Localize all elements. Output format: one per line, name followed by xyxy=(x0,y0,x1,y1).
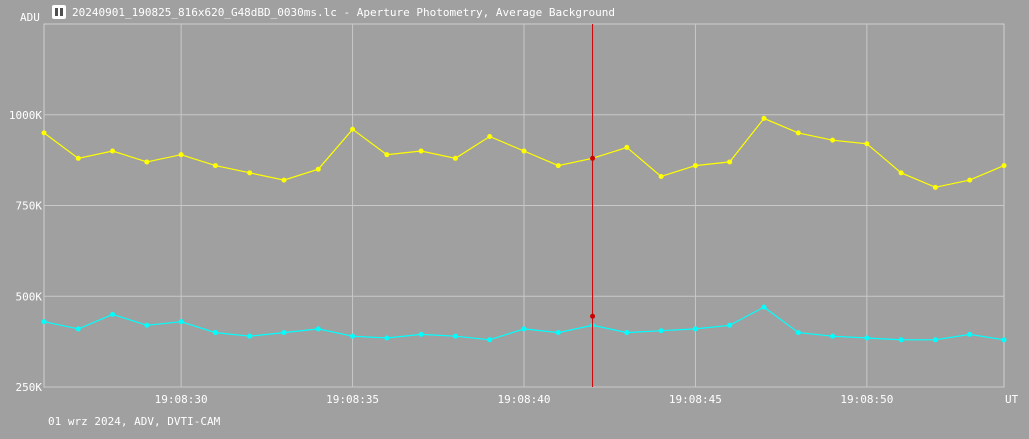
series-1-point xyxy=(281,177,287,183)
series-1-point xyxy=(555,163,561,169)
series-1-point xyxy=(864,141,870,147)
series-2-point xyxy=(658,328,664,334)
series-1-point xyxy=(898,170,904,176)
series-2-point xyxy=(247,333,253,339)
y-tick-label: 500K xyxy=(16,290,43,303)
series-2-point xyxy=(41,319,47,325)
series-1-point xyxy=(384,152,390,158)
series-2-point xyxy=(692,326,698,332)
series-2-point xyxy=(830,333,836,339)
series-1-point xyxy=(658,173,664,179)
x-tick-label: 19:08:40 xyxy=(498,393,551,406)
series-2-point xyxy=(487,337,493,343)
series-2-point xyxy=(864,335,870,341)
series-1-point xyxy=(144,159,150,165)
series-1-point xyxy=(41,130,47,136)
footer-info: 01 wrz 2024, ADV, DVTI-CAM xyxy=(48,415,221,428)
y-tick-label: 750K xyxy=(16,200,43,213)
series-1-point xyxy=(350,126,356,132)
x-tick-label: 19:08:50 xyxy=(840,393,893,406)
series-2-point xyxy=(178,319,184,325)
series-2-point xyxy=(932,337,938,343)
series-1-point xyxy=(452,155,458,161)
series-2-point xyxy=(110,311,116,317)
series-1-point xyxy=(795,130,801,136)
series-2-point xyxy=(761,304,767,310)
tick-labels: 250K 500K 750K 1000K 19:08:30 19:08:35 19:08:4… xyxy=(9,109,893,406)
series-1-point xyxy=(247,170,253,176)
x-axis-label: UT xyxy=(1005,393,1019,406)
window-title: 20240901_190825_816x620_G48dBD_0030ms.lc… xyxy=(72,5,616,19)
series-1-point xyxy=(315,166,321,172)
cursor-marker xyxy=(590,155,596,161)
series-2-point xyxy=(212,330,218,336)
x-tick-label: 19:08:30 xyxy=(155,393,208,406)
series-2-point xyxy=(75,326,81,332)
y-tick-label: 1000K xyxy=(9,109,42,122)
series-1-point xyxy=(178,152,184,158)
series-1-point xyxy=(624,144,630,150)
series-2-point xyxy=(967,331,973,337)
y-tick-label: 250K xyxy=(16,381,43,394)
app-icon xyxy=(52,5,66,19)
series-1-point xyxy=(212,163,218,169)
x-tick-label: 19:08:35 xyxy=(326,393,379,406)
series-1-point xyxy=(487,134,493,140)
cursor-layer[interactable] xyxy=(590,24,596,387)
series-2-point xyxy=(144,322,150,328)
series-2-point xyxy=(315,326,321,332)
series-2-point xyxy=(350,333,356,339)
series-2-point xyxy=(521,326,527,332)
series-2-point xyxy=(727,322,733,328)
series-1-point xyxy=(761,115,767,121)
series-2-point xyxy=(452,333,458,339)
series-2 xyxy=(41,304,1007,343)
series-1-point xyxy=(692,163,698,169)
series-1 xyxy=(41,115,1007,190)
series-1-point xyxy=(967,177,973,183)
series-2-point xyxy=(418,331,424,337)
series-layer xyxy=(41,115,1007,343)
series-2-point xyxy=(1001,337,1007,343)
series-1-point xyxy=(932,184,938,190)
series-1-point xyxy=(1001,163,1007,169)
cursor-marker xyxy=(590,313,596,319)
series-1-point xyxy=(75,155,81,161)
y-axis-label: ADU xyxy=(20,11,40,24)
series-1-point xyxy=(727,159,733,165)
series-1-point xyxy=(830,137,836,143)
x-tick-label: 19:08:45 xyxy=(669,393,722,406)
series-1-point xyxy=(418,148,424,154)
series-2-point xyxy=(555,330,561,336)
series-1-point xyxy=(110,148,116,154)
series-2-point xyxy=(795,330,801,336)
series-2-point xyxy=(281,330,287,336)
window-title-bar: 20240901_190825_816x620_G48dBD_0030ms.lc… xyxy=(52,4,615,20)
series-2-point xyxy=(624,330,630,336)
series-2-point xyxy=(384,335,390,341)
series-1-point xyxy=(521,148,527,154)
series-2-point xyxy=(898,337,904,343)
